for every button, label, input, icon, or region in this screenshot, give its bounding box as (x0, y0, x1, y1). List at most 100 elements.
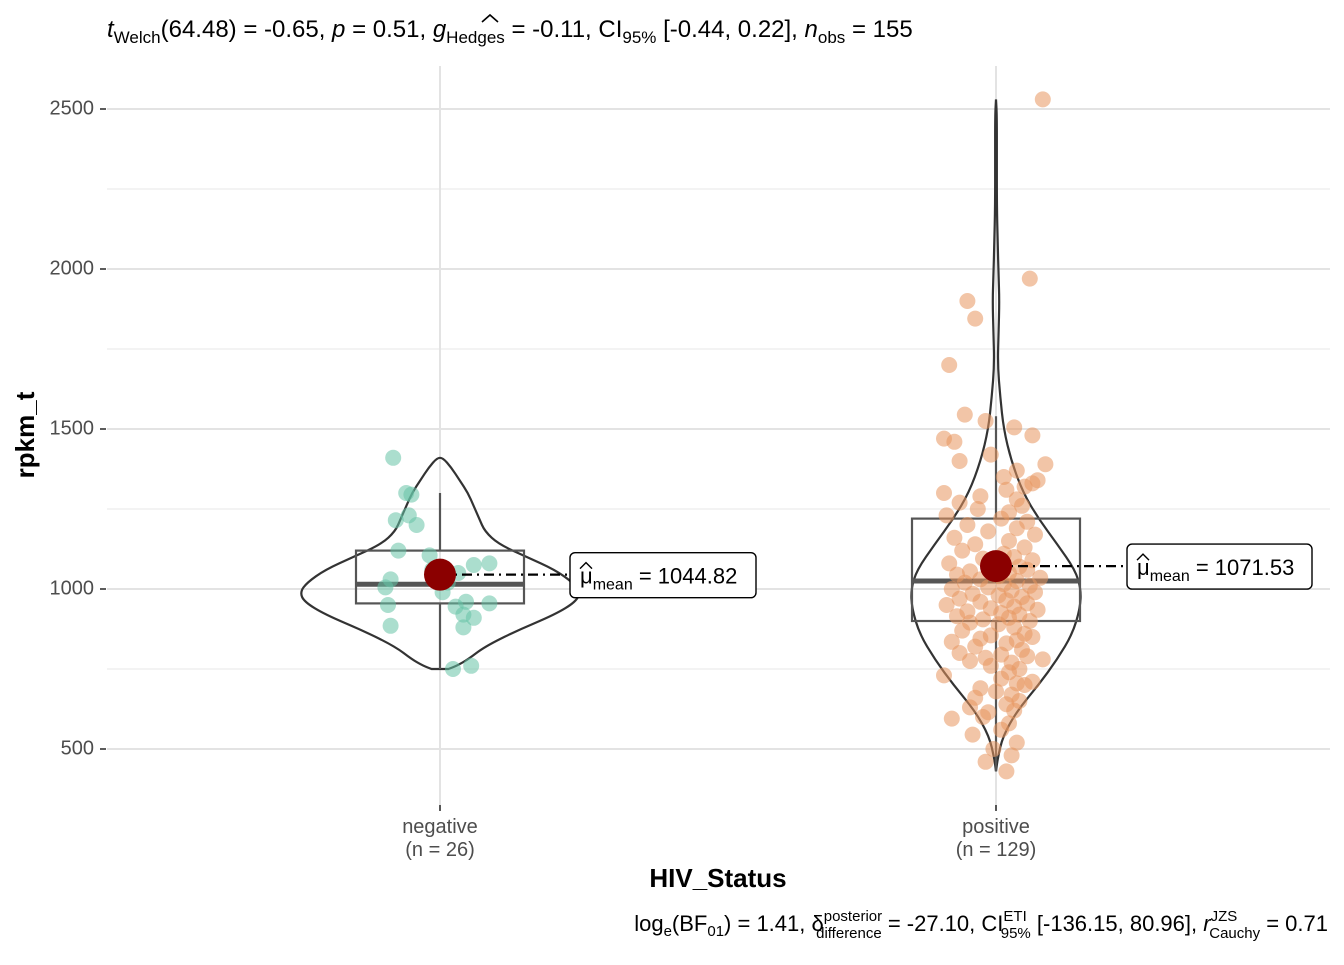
point-positive (943, 633, 960, 650)
point-negative (421, 547, 438, 564)
point-positive (985, 741, 1002, 757)
point-negative (390, 542, 407, 559)
y-axis-ticks: 500 1000 1500 2000 2500 (50, 97, 106, 759)
point-positive (977, 753, 994, 770)
point-negative (403, 486, 420, 503)
y-axis-title: rpkm_t (10, 391, 40, 478)
point-positive (964, 726, 981, 743)
point-positive (977, 413, 994, 429)
data-points (377, 91, 1054, 780)
point-positive (998, 481, 1015, 498)
hat-icon (1136, 553, 1150, 561)
point-positive (954, 542, 971, 559)
point-positive (982, 446, 999, 463)
point-positive (1024, 629, 1041, 645)
point-positive (1003, 747, 1020, 764)
point-negative (377, 579, 394, 596)
point-positive (1008, 734, 1025, 751)
point-positive (967, 638, 984, 655)
bayes-caption: loge(BF01) = 1.41, δposterior difference … (634, 908, 1328, 942)
x-tick-count: (n = 129) (956, 839, 1037, 861)
point-positive (1016, 539, 1033, 556)
point-positive (975, 709, 991, 725)
violin-negative (300, 456, 580, 671)
point-positive (1034, 651, 1051, 668)
means (424, 550, 1127, 591)
point-positive (936, 485, 952, 501)
point-positive (943, 710, 960, 727)
point-negative (380, 597, 396, 613)
mean-point-positive (980, 550, 1012, 583)
violins (300, 99, 1082, 772)
point-positive (959, 517, 976, 533)
point-positive (941, 357, 958, 373)
point-positive (938, 597, 955, 613)
point-positive (1021, 613, 1038, 629)
y-tick-label: 2500 (50, 97, 95, 119)
point-positive (1006, 419, 1023, 436)
point-positive (951, 453, 968, 469)
mean-labels: μmean = 1044.82 μmean = 1071.53 (569, 543, 1313, 599)
point-positive (1027, 584, 1043, 601)
point-negative (445, 661, 461, 677)
point-negative (465, 557, 482, 573)
point-negative (463, 657, 480, 674)
point-negative (481, 555, 498, 572)
mean-point-negative (424, 558, 456, 591)
point-positive (941, 555, 958, 572)
mean-label-box (1126, 543, 1313, 590)
point-negative (408, 517, 425, 533)
point-positive (962, 699, 978, 716)
x-tick-count: (n = 26) (405, 839, 474, 861)
point-negative (455, 619, 472, 636)
point-positive (1016, 677, 1033, 693)
point-negative (387, 512, 404, 529)
point-positive (972, 488, 989, 505)
x-tick-label: positive (962, 816, 1030, 838)
x-tick-label: negative (402, 816, 478, 838)
point-positive (951, 590, 968, 607)
point-positive (993, 510, 1010, 527)
point-positive (1027, 526, 1043, 543)
box-negative (354, 549, 526, 605)
y-tick-label: 1500 (50, 417, 95, 439)
x-axis-title: HIV_Status (649, 863, 786, 893)
point-negative (465, 609, 482, 626)
point-positive (993, 721, 1010, 738)
mean-label: μmean = 1044.82 (580, 564, 737, 594)
point-positive (956, 406, 973, 423)
point-positive (956, 574, 973, 591)
grid (107, 66, 1330, 810)
point-positive (1016, 478, 1033, 495)
point-positive (959, 293, 976, 309)
point-positive (962, 653, 978, 669)
point-positive (993, 670, 1010, 687)
point-positive (988, 683, 1004, 700)
point-positive (1008, 462, 1025, 479)
point-positive (1008, 520, 1025, 537)
y-tick-label: 500 (61, 737, 94, 759)
point-positive (990, 616, 1007, 633)
point-positive (975, 611, 991, 628)
point-positive (982, 657, 999, 674)
point-negative (382, 617, 399, 634)
point-positive (1024, 427, 1041, 444)
point-positive (949, 608, 965, 625)
y-tick-label: 1000 (50, 577, 95, 599)
point-positive (936, 667, 952, 684)
stat-title: tWelch(64.48) = -0.65, p = 0.51, gHedges… (107, 16, 913, 47)
point-negative (481, 595, 498, 612)
point-negative (385, 449, 402, 466)
point-positive (1014, 497, 1030, 514)
point-positive (1001, 533, 1017, 549)
point-positive (938, 507, 955, 524)
x-axis-ticks: negative(n = 26) positive(n = 129) (402, 805, 1036, 861)
point-positive (1029, 601, 1046, 618)
mean-label-box (569, 551, 757, 599)
point-positive (980, 523, 997, 540)
point-positive (1019, 648, 1036, 665)
g-hat-icon (481, 13, 499, 23)
point-positive (951, 494, 968, 511)
point-positive (967, 536, 984, 553)
